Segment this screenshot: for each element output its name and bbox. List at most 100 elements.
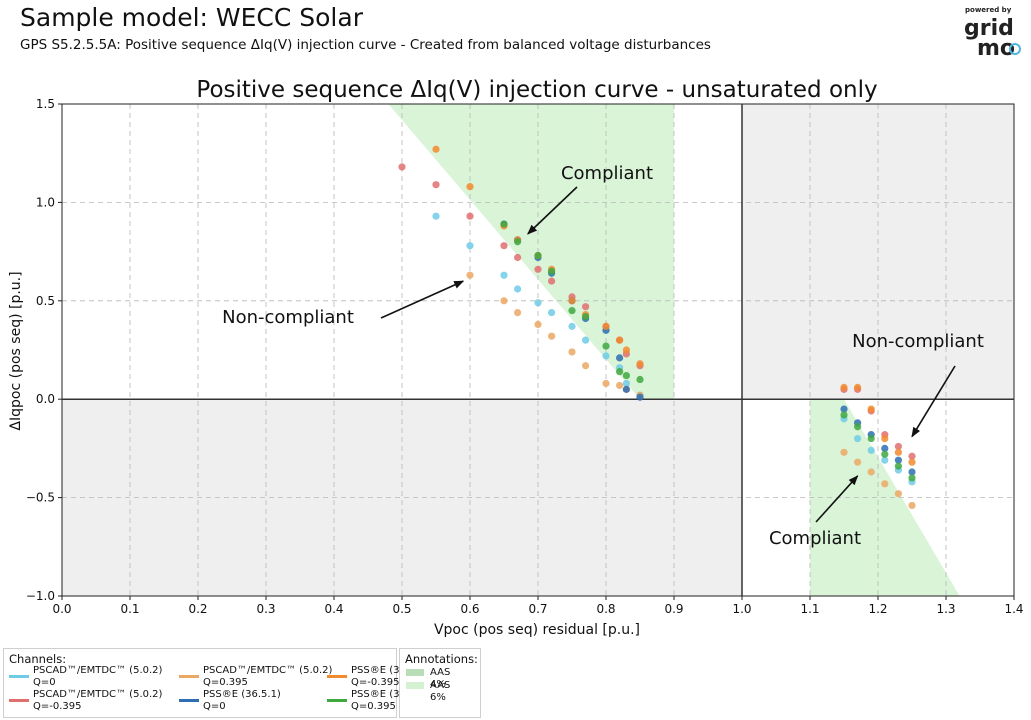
data-point — [500, 242, 508, 250]
annotation-swatch — [406, 682, 424, 689]
x-ticks: 0.0 0.1 0.2 0.3 0.4 0.5 0.6 0.7 0.8 0.9 1.0 1.1 1.2 1… — [52, 596, 1024, 616]
data-point — [908, 501, 916, 510]
annotation-arrow — [380, 280, 465, 319]
gridmo-logo: powered by grid mo — [964, 6, 1021, 57]
data-point — [881, 450, 889, 458]
logo-line1: grid — [964, 16, 1014, 41]
data-point — [616, 368, 624, 376]
x-tick-label: 1.3 — [936, 602, 955, 616]
data-point — [854, 383, 862, 391]
page-subtitle: GPS S5.2.5.5A: Positive sequence ΔIq(V) … — [20, 37, 711, 53]
data-point — [466, 271, 474, 279]
x-tick-label: 0.1 — [120, 602, 139, 616]
data-point — [894, 456, 903, 464]
data-point — [534, 265, 542, 273]
legend-swatch — [9, 699, 29, 702]
data-point — [854, 458, 862, 466]
data-point — [894, 448, 903, 456]
x-tick-label: 1.4 — [1004, 602, 1023, 616]
data-point — [840, 448, 848, 456]
logo-accent-circle — [1009, 43, 1021, 55]
data-point — [636, 375, 644, 384]
data-point — [466, 212, 474, 220]
data-point — [867, 468, 875, 476]
data-point — [840, 411, 848, 419]
y-axis-label: ΔIqpoc (pos seq) [p.u.] — [8, 271, 24, 430]
data-point — [622, 346, 631, 354]
data-point — [500, 220, 508, 228]
data-point — [894, 490, 903, 498]
data-point — [432, 145, 440, 153]
data-point — [534, 320, 542, 329]
x-tick-label: 0.8 — [596, 602, 615, 616]
x-tick-label: 1.1 — [800, 602, 819, 616]
data-point — [432, 212, 440, 220]
data-point — [582, 336, 590, 344]
data-point — [548, 332, 556, 340]
annotation-label: Compliant — [769, 528, 861, 549]
x-tick-label: 0.5 — [392, 602, 411, 616]
data-point — [636, 360, 644, 368]
data-point — [548, 267, 556, 275]
legend-swatch — [179, 675, 199, 678]
annotation-swatch — [406, 669, 424, 676]
x-tick-label: 0.6 — [460, 602, 479, 616]
data-point — [534, 299, 542, 307]
annotation-arrow — [527, 186, 578, 235]
legend-swatch — [179, 699, 199, 702]
data-point — [466, 183, 474, 191]
y-tick-label: −1.0 — [26, 589, 55, 603]
x-tick-label: 0.0 — [52, 602, 71, 616]
data-point — [568, 348, 576, 356]
data-point — [908, 452, 916, 460]
data-point — [894, 442, 903, 451]
data-point — [514, 309, 522, 317]
x-tick-label: 0.7 — [528, 602, 547, 616]
y-tick-label: 1.0 — [36, 195, 55, 209]
annotations-legend-title: Annotations: — [405, 652, 478, 666]
y-tick-label: 1.5 — [36, 97, 55, 111]
channels-legend-title: Channels: — [9, 652, 67, 666]
data-point — [514, 285, 522, 293]
data-point — [622, 371, 631, 380]
x-axis-label: Vpoc (pos seq) residual [p.u.] — [434, 622, 640, 638]
data-point — [582, 303, 590, 311]
chart-annotations: Compliant Non-compliant Non-compliant Compl… — [222, 163, 984, 549]
aas-zone-undervoltage — [388, 104, 674, 400]
data-point — [582, 362, 590, 370]
y-tick-label: −0.5 — [26, 491, 55, 505]
legend-label: PSCAD™/EMTDC™ (5.0.2) Q=0 — [33, 665, 163, 688]
data-point — [568, 297, 576, 305]
series-group — [432, 212, 916, 486]
data-point — [881, 480, 889, 488]
data-point — [908, 468, 916, 476]
data-point — [568, 322, 576, 330]
data-point — [881, 456, 889, 464]
data-point — [534, 251, 542, 260]
chart: Positive sequence ΔIq(V) injection curve… — [8, 77, 1024, 638]
x-tick-label: 1.0 — [732, 602, 751, 616]
legend-label: PSS®E (36.5.1) Q=0 — [203, 689, 281, 712]
data-point — [622, 385, 631, 393]
data-point — [867, 434, 875, 443]
data-point — [548, 309, 556, 317]
data-point — [514, 238, 522, 246]
annotations-legend: Annotations: AAS 4% AAS 6% — [399, 648, 481, 718]
data-point — [840, 383, 848, 391]
data-point — [622, 379, 631, 388]
data-point — [582, 312, 590, 321]
x-tick-label: 0.4 — [324, 602, 343, 616]
data-point — [908, 458, 916, 466]
data-point — [602, 322, 610, 330]
data-point — [466, 242, 474, 250]
legend-swatch — [9, 675, 29, 678]
chart-title: Positive sequence ΔIq(V) injection curve… — [196, 77, 877, 103]
annotation-label: Non-compliant — [222, 307, 354, 328]
legend-swatch — [327, 699, 347, 702]
data-point — [432, 181, 440, 189]
data-point — [616, 336, 624, 344]
data-point — [854, 423, 862, 431]
x-tick-label: 0.3 — [256, 602, 275, 616]
x-tick-label: 0.2 — [188, 602, 207, 616]
data-point — [867, 446, 875, 454]
